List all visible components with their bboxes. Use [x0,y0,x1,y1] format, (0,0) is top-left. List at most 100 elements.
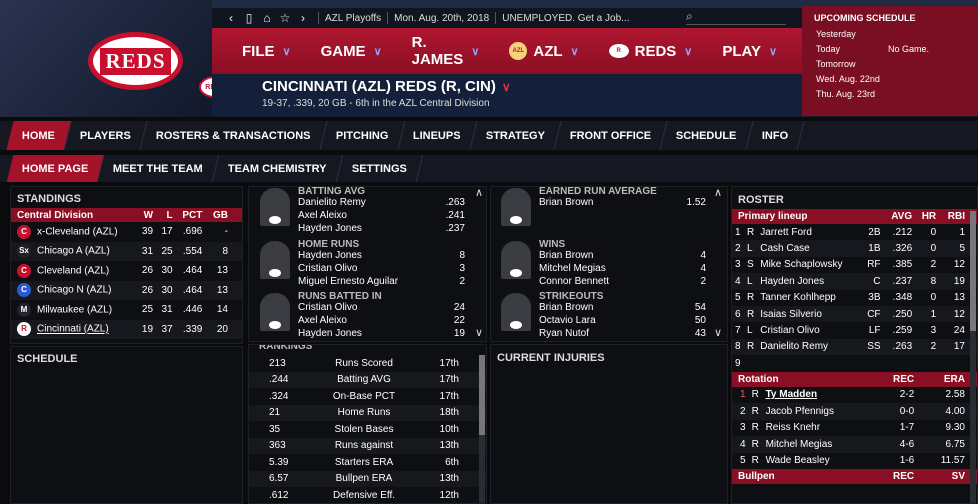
scroll-up-icon[interactable]: ∧ [475,187,484,199]
lineup-player[interactable]: Mike Schaplowsky [760,259,843,271]
leader-player[interactable]: Brian Brown [539,302,594,313]
menu-manager[interactable]: R. JAMES ∨ [411,34,480,68]
leader-row[interactable]: Axel Aleixo .241 [250,210,487,223]
lineup-player[interactable]: Cash Case [760,243,810,255]
lineup-row[interactable]: 6 R Isaias Silverio CF .250 1 12 [732,305,977,323]
rotation-player[interactable]: Ty Madden [765,389,818,401]
lineup-row[interactable]: 2 L Cash Case 1B .326 0 5 [732,240,977,257]
menu-league[interactable]: AZL AZL ∨ [509,42,579,60]
standings-team[interactable]: Cincinnati (AZL) [37,323,109,335]
standings-team[interactable]: Cleveland (AZL) [37,265,110,277]
rotation-row[interactable]: 2 R Jacob Pfennigs 0-0 4.00 [732,403,977,420]
leader-row[interactable]: Mitchel Megias 4 [491,263,728,276]
leader-row[interactable]: Cristian Olivo 3 [250,263,487,276]
lineup-player[interactable]: Isaias Silverio [760,308,822,320]
lineup-player[interactable]: Jarrett Ford [760,226,812,238]
lineup-row[interactable]: 7 L Cristian Olivo LF .259 3 24 [732,322,977,338]
roster-scrollbar[interactable] [970,211,976,503]
lineup-row[interactable]: 5 R Tanner Kohlhepp 3B .348 0 13 [732,290,977,306]
tab-strategy[interactable]: STRATEGY [470,121,562,150]
league-label[interactable]: AZL Playoffs [325,12,382,24]
lineup-row[interactable]: 3 S Mike Schaplowsky RF .385 2 12 [732,257,977,273]
home-icon[interactable]: ⌂ [263,11,271,25]
chevron-down-icon[interactable]: ∨ [501,80,511,94]
player-silhouette-icon[interactable] [260,188,290,226]
standings-row[interactable]: R Cincinnati (AZL) 19 37 .339 20 [11,319,242,339]
leader-player[interactable]: Miguel Ernesto Aguilar [298,275,399,287]
menu-play[interactable]: PLAY ∨ [722,42,778,60]
tab-front-office[interactable]: FRONT OFFICE [554,121,668,150]
tab-settings[interactable]: SETTINGS [336,155,424,182]
leader-row[interactable]: Hayden Jones .237 [250,223,487,236]
tab-pitching[interactable]: PITCHING [319,121,405,150]
star-icon[interactable]: ☆ [279,11,291,25]
leader-row[interactable]: Axel Aleixo 22 [250,315,487,328]
lineup-row[interactable]: 9 [732,355,977,371]
tab-rosters[interactable]: ROSTERS & TRANSACTIONS [140,121,328,150]
standings-row[interactable]: C Cleveland (AZL) 26 30 .464 13 [11,261,242,281]
player-silhouette-icon[interactable] [501,293,531,331]
rotation-player[interactable]: Reiss Knehr [765,422,821,434]
leader-player[interactable]: Ryan Nutof [539,328,590,339]
standings-row[interactable]: M Milwaukee (AZL) 25 31 .446 14 [11,300,242,320]
tab-team-chemistry[interactable]: TEAM CHEMISTRY [212,155,344,182]
leader-row[interactable]: Brian Brown 54 [491,302,728,315]
tab-meet-the-team[interactable]: MEET THE TEAM [98,155,220,182]
standings-team[interactable]: x-Cleveland (AZL) [37,226,118,238]
rotation-player[interactable]: Mitchel Megias [765,438,833,450]
lineup-player[interactable]: Cristian Olivo [760,325,820,337]
leader-player[interactable]: Brian Brown [539,249,594,261]
leader-row[interactable]: Brian Brown 1.52 [491,197,728,210]
rotation-player[interactable]: Wade Beasley [765,455,830,467]
tab-info[interactable]: INFO [746,121,805,150]
lineup-player[interactable]: Hayden Jones [760,275,825,287]
chevron-left-icon[interactable]: ‹ [229,11,233,25]
leader-row[interactable]: Connor Bennett 2 [491,276,728,289]
leader-player[interactable]: Mitchel Megias [539,262,606,274]
scroll-up-icon[interactable]: ∧ [714,187,723,199]
status-label[interactable]: UNEMPLOYED. Get a Job... [502,12,630,24]
leader-row[interactable]: Brian Brown 4 [491,250,728,263]
leader-row[interactable]: Octavio Lara 50 [491,315,728,328]
leader-player[interactable]: Hayden Jones [298,249,362,261]
leader-player[interactable]: Danielito Remy [298,197,366,208]
tab-home-page[interactable]: HOME PAGE [6,155,105,182]
tab-lineups[interactable]: LINEUPS [397,121,478,150]
chevron-right-icon[interactable]: › [301,11,305,25]
scroll-down-icon[interactable]: ∨ [475,327,484,339]
lineup-player[interactable] [757,355,861,371]
tab-schedule[interactable]: SCHEDULE [660,121,754,150]
menu-game[interactable]: GAME ∨ [320,42,382,60]
leader-player[interactable]: Axel Aleixo [298,315,347,326]
leader-player[interactable]: Cristian Olivo [298,302,358,313]
leader-player[interactable]: Cristian Olivo [298,262,358,274]
tab-home[interactable]: HOME [6,121,72,150]
rotation-row[interactable]: 5 R Wade Beasley 1-6 11.57 [732,453,977,470]
lineup-row[interactable]: 8 R Danielito Remy SS .263 2 17 [732,338,977,356]
standings-row[interactable]: C Chicago N (AZL) 26 30 .464 13 [11,280,242,300]
lineup-row[interactable]: 1 R Jarrett Ford 2B .212 0 1 [732,224,977,240]
search-input[interactable]: ⌕ [686,9,786,25]
scroll-down-icon[interactable]: ∨ [714,327,723,339]
leader-player[interactable]: Brian Brown [539,197,594,208]
leader-row[interactable]: Danielito Remy .263 [250,197,487,210]
player-silhouette-icon[interactable] [260,240,290,279]
rotation-row[interactable]: 1 R Ty Madden 2-2 2.58 [732,387,977,404]
lineup-row[interactable]: 4 L Hayden Jones C .237 8 19 [732,273,977,290]
leader-player[interactable]: Hayden Jones [298,328,362,339]
rotation-player[interactable]: Jacob Pfennigs [765,405,834,417]
tab-players[interactable]: PLAYERS [64,121,148,150]
leader-row[interactable]: Cristian Olivo 24 [250,302,487,315]
player-silhouette-icon[interactable] [260,293,290,331]
standings-team[interactable]: Milwaukee (AZL) [37,304,113,316]
phone-icon[interactable]: ▯ [245,11,253,25]
leader-row[interactable]: Hayden Jones 19 [250,328,487,341]
lineup-player[interactable]: Tanner Kohlhepp [760,292,836,304]
leader-player[interactable]: Hayden Jones [298,223,362,234]
leader-player[interactable]: Axel Aleixo [298,210,347,221]
leader-row[interactable]: Ryan Nutof 43 [491,328,728,341]
team-name[interactable]: CINCINNATI (AZL) REDS (R, CIN) ∨ [262,78,511,95]
search-icon[interactable]: ⌕ [686,9,693,23]
player-silhouette-icon[interactable] [501,240,531,279]
